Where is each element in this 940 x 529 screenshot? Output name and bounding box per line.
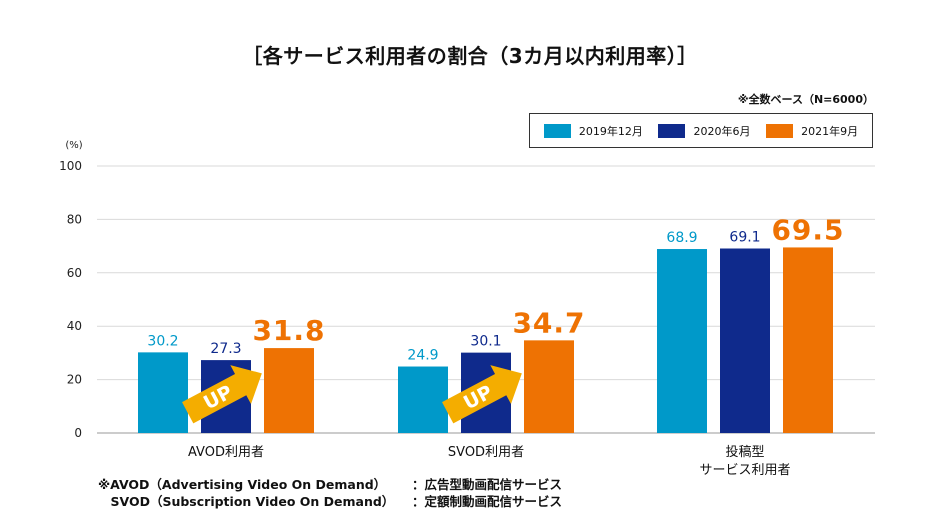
up-arrow: UP xyxy=(182,365,262,424)
chart-title: ［各サービス利用者の割合（3カ月以内利用率）］ xyxy=(242,44,698,68)
y-tick-label: 60 xyxy=(67,266,82,280)
footnote-avod-term: ※AVOD（Advertising Video On Demand） xyxy=(98,477,387,492)
y-tick-label: 80 xyxy=(67,212,82,226)
y-tick-label: 100 xyxy=(59,159,82,173)
y-tick-label: 0 xyxy=(74,426,82,440)
legend-item-2019-12: 2019年12月 xyxy=(543,123,643,139)
data-label: 69.5 xyxy=(771,213,844,246)
y-tick-label: 40 xyxy=(67,319,82,333)
legend-label-2021-09: 2021年9月 xyxy=(801,124,859,138)
legend-item-2020-06: 2020年6月 xyxy=(658,123,750,139)
legend-label-2019-12: 2019年12月 xyxy=(578,124,643,138)
footnote-svod-term: SVOD（Subscription Video On Demand） xyxy=(98,494,395,509)
legend-swatch-2021-09 xyxy=(766,123,794,138)
bar xyxy=(720,248,770,433)
up-arrow-shape xyxy=(442,365,522,424)
bar xyxy=(264,348,314,433)
data-label: 24.9 xyxy=(407,348,438,364)
sample-base-note: ※全数ベース（N=6000） xyxy=(737,93,874,106)
bar xyxy=(524,340,574,433)
x-category-label: 投稿型 xyxy=(725,444,764,460)
data-label: 69.1 xyxy=(729,230,760,246)
footnote-svod-desc: ：定額制動画配信サービス xyxy=(412,494,563,509)
legend-swatch-2020-06 xyxy=(658,123,686,138)
bar xyxy=(138,352,188,433)
data-label: 34.7 xyxy=(512,306,585,339)
y-axis-unit-label: (%) xyxy=(65,140,82,151)
data-label: 30.1 xyxy=(470,334,501,350)
data-label: 31.8 xyxy=(252,314,325,347)
up-arrow-shape xyxy=(182,365,262,424)
footnote-avod-desc: ：広告型動画配信サービス xyxy=(412,477,563,492)
data-label: 30.2 xyxy=(147,333,178,349)
bar xyxy=(657,249,707,433)
chart-legend: 2019年12月 2020年6月 2021年9月 xyxy=(529,113,873,148)
data-label: 27.3 xyxy=(210,341,241,357)
y-tick-label: 20 xyxy=(67,373,82,387)
legend-label-2020-06: 2020年6月 xyxy=(693,124,751,138)
bar xyxy=(398,366,448,433)
data-label: 68.9 xyxy=(666,230,697,246)
legend-item-2021-09: 2021年9月 xyxy=(766,123,858,139)
legend-swatch-2019-12 xyxy=(543,123,571,138)
x-category-label: サービス利用者 xyxy=(699,463,790,478)
x-category-label: AVOD利用者 xyxy=(188,445,264,460)
x-category-label: SVOD利用者 xyxy=(448,445,524,460)
bar xyxy=(783,247,833,433)
